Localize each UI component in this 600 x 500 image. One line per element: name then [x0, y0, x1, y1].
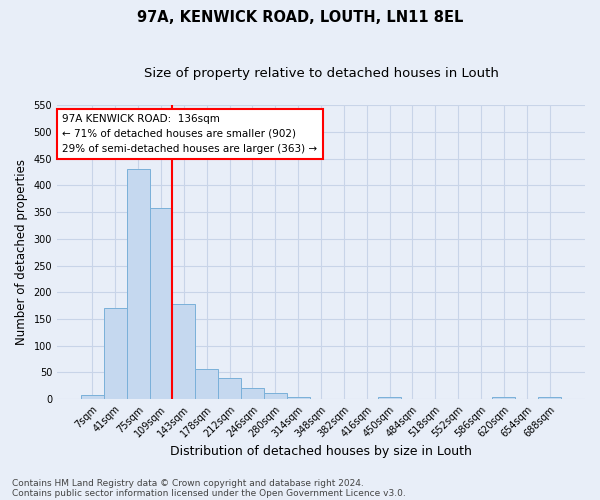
Bar — [196, 368, 218, 399]
Bar — [81, 395, 104, 399]
Title: Size of property relative to detached houses in Louth: Size of property relative to detached ho… — [143, 68, 499, 80]
Bar — [172, 304, 196, 399]
Bar — [218, 378, 241, 399]
Bar — [378, 398, 401, 399]
Text: Contains public sector information licensed under the Open Government Licence v3: Contains public sector information licen… — [12, 488, 406, 498]
X-axis label: Distribution of detached houses by size in Louth: Distribution of detached houses by size … — [170, 444, 472, 458]
Y-axis label: Number of detached properties: Number of detached properties — [15, 159, 28, 345]
Bar — [287, 397, 310, 399]
Bar — [149, 208, 172, 399]
Bar — [264, 392, 287, 399]
Bar — [104, 308, 127, 399]
Text: Contains HM Land Registry data © Crown copyright and database right 2024.: Contains HM Land Registry data © Crown c… — [12, 478, 364, 488]
Text: 97A, KENWICK ROAD, LOUTH, LN11 8EL: 97A, KENWICK ROAD, LOUTH, LN11 8EL — [137, 10, 463, 25]
Bar — [127, 170, 149, 399]
Bar — [493, 398, 515, 399]
Text: 97A KENWICK ROAD:  136sqm
← 71% of detached houses are smaller (902)
29% of semi: 97A KENWICK ROAD: 136sqm ← 71% of detach… — [62, 114, 317, 154]
Bar — [538, 397, 561, 399]
Bar — [241, 388, 264, 399]
